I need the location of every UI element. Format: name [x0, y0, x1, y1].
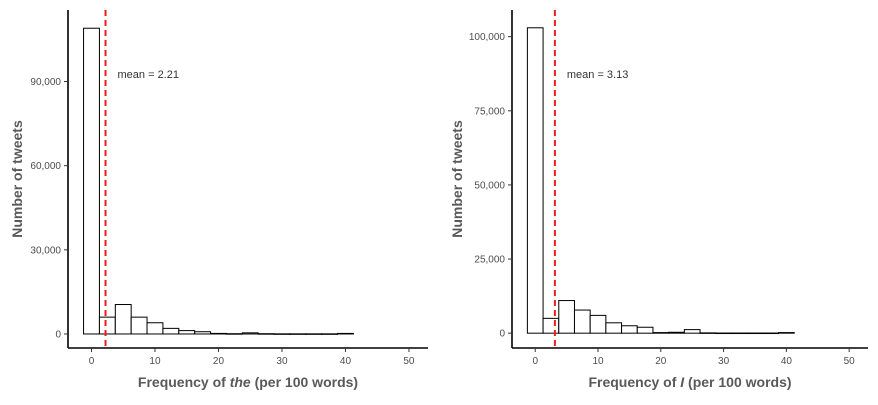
histogram-bar: [162, 327, 180, 335]
x-axis-title: Frequency of the (per 100 words): [138, 374, 358, 390]
histogram-bar: [337, 332, 354, 335]
histogram-bar: [225, 333, 243, 335]
y-tick-label: 75,000: [474, 106, 505, 117]
histogram-bar: [668, 331, 685, 334]
histogram-bar: [210, 332, 227, 335]
histogram-bar: [321, 333, 339, 335]
x-tick-label: 30: [276, 356, 288, 367]
histogram-bar: [762, 332, 780, 335]
panel-1: mean = 2.21 0 30,000 60,000 90,000 0 10 20 30 40 5…: [9, 10, 428, 390]
x-tick-label: 40: [781, 356, 793, 367]
x-axis-title-pre: Frequency of: [588, 374, 680, 390]
bars: [526, 27, 795, 335]
histogram-bar: [526, 27, 544, 334]
histogram-bar: [273, 333, 291, 335]
x-tick-label: 40: [340, 356, 352, 367]
mean-label: mean = 2.21: [118, 69, 179, 81]
bars: [83, 27, 354, 335]
histogram-bar: [730, 332, 748, 335]
histogram-bar: [257, 333, 275, 335]
y-tick-label: 0: [499, 329, 505, 340]
y-tick-label: 25,000: [474, 255, 505, 266]
y-axis-title: Number of tweets: [449, 120, 465, 238]
histogram-bar: [652, 332, 670, 334]
histogram-bar: [699, 332, 717, 334]
x-tick-label: 50: [403, 356, 415, 367]
x-tick-label: 0: [532, 356, 538, 367]
x-axis-title: Frequency of I (per 100 words): [588, 374, 791, 390]
histogram-bar: [636, 326, 654, 334]
x-axis-title-em: the: [230, 374, 251, 390]
x-tick-label: 20: [213, 356, 225, 367]
histogram-bar: [98, 316, 116, 335]
histogram-bar: [558, 300, 575, 334]
x-axis-title-post: (per 100 words): [684, 374, 791, 390]
x-tick-label: 10: [149, 356, 161, 367]
y-tick-label: 60,000: [30, 161, 61, 172]
histogram-bar: [683, 329, 701, 334]
y-tick-label: 30,000: [30, 245, 61, 256]
histogram-bar: [305, 333, 323, 335]
y-axis-title: Number of tweets: [9, 120, 25, 238]
histogram-bar: [83, 27, 100, 335]
histogram-bar: [241, 332, 259, 335]
y-tick-label: 0: [55, 329, 61, 340]
y-tick-label: 90,000: [30, 77, 61, 88]
histogram-bar: [542, 317, 560, 334]
histogram-bar: [778, 332, 795, 334]
histogram-bar: [289, 333, 307, 335]
histogram-bar: [130, 316, 148, 335]
histogram-bar: [715, 332, 732, 335]
histogram-bar: [114, 304, 132, 335]
x-tick-label: 30: [718, 356, 730, 367]
histogram-bar: [573, 309, 591, 334]
histogram-bar: [746, 332, 764, 335]
y-tick-label: 50,000: [474, 180, 505, 191]
histogram-bar: [178, 330, 196, 335]
histogram-bar: [194, 331, 212, 335]
x-tick-label: 50: [844, 356, 856, 367]
histogram-bar: [605, 322, 623, 334]
histogram-bar: [589, 314, 607, 334]
panel-2: mean = 3.13 0 25,000 50,000 75,000 100,000 0 10…: [449, 10, 868, 390]
mean-label: mean = 3.13: [567, 69, 628, 81]
x-tick-label: 0: [89, 356, 95, 367]
x-tick-label: 20: [655, 356, 667, 367]
x-tick-label: 10: [592, 356, 604, 367]
histogram-bar: [621, 325, 638, 334]
x-axis-title-pre: Frequency of: [138, 374, 230, 390]
y-tick-label: 100,000: [469, 32, 506, 43]
x-axis-title-post: (per 100 words): [251, 374, 358, 390]
histogram-bar: [146, 322, 164, 335]
x-axis-title-em: I: [680, 374, 685, 390]
